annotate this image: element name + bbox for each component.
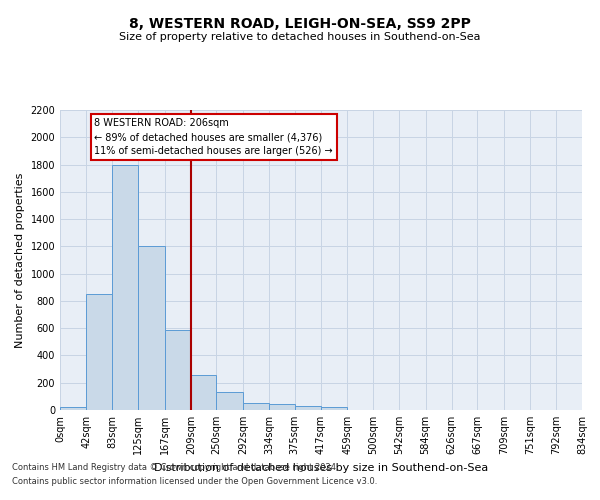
- X-axis label: Distribution of detached houses by size in Southend-on-Sea: Distribution of detached houses by size …: [154, 462, 488, 472]
- Y-axis label: Number of detached properties: Number of detached properties: [15, 172, 25, 348]
- Bar: [86, 294, 112, 410]
- Text: Contains HM Land Registry data © Crown copyright and database right 2024.: Contains HM Land Registry data © Crown c…: [12, 464, 338, 472]
- Text: Size of property relative to detached houses in Southend-on-Sea: Size of property relative to detached ho…: [119, 32, 481, 42]
- Bar: [164, 330, 191, 410]
- Bar: [321, 408, 347, 410]
- Bar: [269, 404, 295, 410]
- Bar: [191, 374, 217, 410]
- Bar: [217, 392, 243, 410]
- Bar: [295, 406, 321, 410]
- Bar: [112, 164, 138, 410]
- Bar: [138, 246, 164, 410]
- Bar: [60, 406, 86, 410]
- Text: 8, WESTERN ROAD, LEIGH-ON-SEA, SS9 2PP: 8, WESTERN ROAD, LEIGH-ON-SEA, SS9 2PP: [129, 18, 471, 32]
- Bar: [243, 403, 269, 410]
- Text: Contains public sector information licensed under the Open Government Licence v3: Contains public sector information licen…: [12, 477, 377, 486]
- Text: 8 WESTERN ROAD: 206sqm
← 89% of detached houses are smaller (4,376)
11% of semi-: 8 WESTERN ROAD: 206sqm ← 89% of detached…: [94, 118, 333, 156]
